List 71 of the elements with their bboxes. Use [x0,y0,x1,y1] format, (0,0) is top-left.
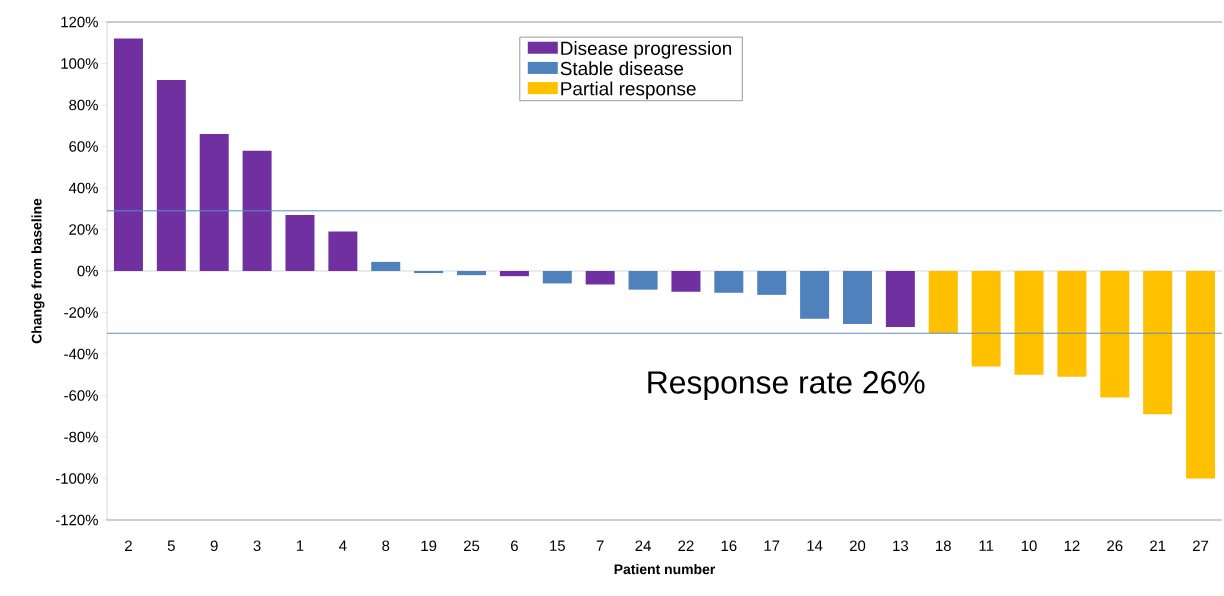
bar [757,271,787,295]
x-tick-label: 24 [635,540,651,551]
y-tick-label: 120% [61,16,98,28]
bar [542,271,572,284]
bar [671,271,701,292]
bar [1057,271,1087,377]
y-tick-label: 80% [69,99,98,111]
bar [1186,271,1216,479]
y-tick-label: 100% [61,58,98,69]
bar [371,261,401,271]
x-axis-title: Patient number [614,563,716,575]
x-tick-label: 15 [550,540,565,551]
y-tick-label: 60% [69,141,98,152]
legend-label: Stable disease [560,61,684,76]
legend-label: Partial response [561,81,696,100]
bar [1100,271,1130,398]
bar [928,271,958,334]
y-axis-title: Change from baseline [31,198,45,344]
bar [885,271,915,328]
x-tick-label: 27 [1193,540,1209,551]
x-tick-label: 19 [421,540,437,552]
y-tick-label: -80% [64,431,98,443]
x-tick-label: 8 [382,540,390,552]
bar [800,271,830,319]
bar [285,214,315,271]
x-tick-label: 14 [807,540,823,551]
bar [842,271,872,324]
bar [457,271,487,276]
legend-label: Disease progression [561,41,732,59]
bar [414,271,444,274]
x-tick-label: 1 [296,540,304,551]
y-tick-label: 0% [77,265,98,277]
bar [628,271,658,290]
x-tick-label: 11 [979,540,994,551]
x-tick-label: 20 [849,540,866,552]
x-tick-label: 21 [1150,540,1166,551]
x-tick-label: 13 [893,540,909,552]
x-tick-label: 6 [511,540,518,552]
x-tick-label: 12 [1064,540,1080,551]
x-tick-label: 7 [596,540,604,551]
bar [328,231,358,271]
x-tick-label: 2 [125,540,132,551]
y-tick-label: 40% [68,182,98,194]
x-tick-label: 22 [678,540,694,551]
bar [242,150,272,271]
y-tick-label: -40% [64,348,98,360]
y-tick-label: -60% [64,390,98,401]
x-tick-label: 18 [936,540,951,552]
bar [156,80,186,271]
y-tick-label: -20% [64,307,98,318]
x-tick-label: 25 [463,540,480,552]
y-tick-label: 20% [69,224,98,235]
x-tick-label: 17 [764,540,780,551]
bar [113,38,143,271]
bar [499,271,529,277]
bar [971,271,1001,367]
bar [1143,271,1173,415]
bar [585,271,615,285]
x-tick-label: 9 [210,540,218,552]
annotation: Response rate 26% [648,371,925,400]
y-tick-label: -120% [55,514,98,526]
x-tick-label: 3 [253,540,261,552]
y-tick-label: -100% [55,473,98,484]
x-tick-label: 4 [339,540,347,551]
bar [714,271,744,293]
x-tick-label: 5 [167,540,175,551]
x-tick-label: 16 [721,540,737,552]
x-tick-label: 10 [1021,540,1037,552]
bar [199,134,229,271]
x-tick-label: 26 [1107,540,1123,552]
bar [1014,271,1044,375]
